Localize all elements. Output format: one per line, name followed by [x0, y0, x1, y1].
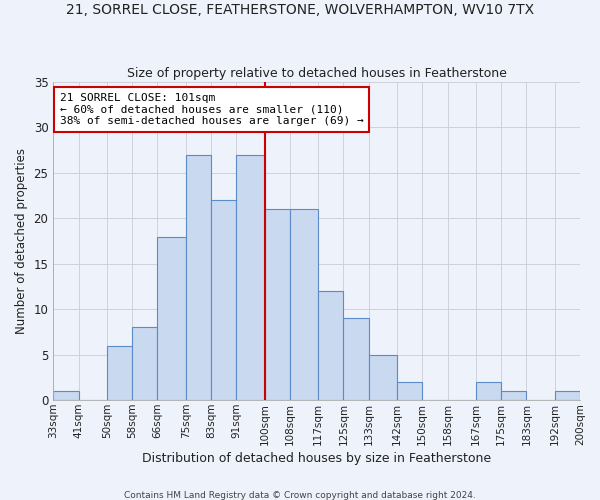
Bar: [343, 318, 368, 400]
Text: 21 SORREL CLOSE: 101sqm
← 60% of detached houses are smaller (110)
38% of semi-d: 21 SORREL CLOSE: 101sqm ← 60% of detache…: [59, 93, 364, 126]
Text: Contains HM Land Registry data © Crown copyright and database right 2024.: Contains HM Land Registry data © Crown c…: [124, 490, 476, 500]
Bar: [318, 291, 343, 400]
Bar: [397, 382, 422, 400]
Bar: [186, 155, 211, 400]
Bar: [555, 391, 580, 400]
Text: 21, SORREL CLOSE, FEATHERSTONE, WOLVERHAMPTON, WV10 7TX: 21, SORREL CLOSE, FEATHERSTONE, WOLVERHA…: [66, 2, 534, 16]
Title: Size of property relative to detached houses in Featherstone: Size of property relative to detached ho…: [127, 66, 506, 80]
Bar: [290, 210, 318, 400]
Bar: [211, 200, 236, 400]
X-axis label: Distribution of detached houses by size in Featherstone: Distribution of detached houses by size …: [142, 452, 491, 465]
Bar: [476, 382, 501, 400]
Bar: [53, 391, 79, 400]
Bar: [132, 328, 157, 400]
Bar: [107, 346, 132, 400]
Bar: [236, 155, 265, 400]
Bar: [265, 210, 290, 400]
Bar: [501, 391, 526, 400]
Bar: [368, 354, 397, 400]
Bar: [157, 236, 186, 400]
Y-axis label: Number of detached properties: Number of detached properties: [15, 148, 28, 334]
